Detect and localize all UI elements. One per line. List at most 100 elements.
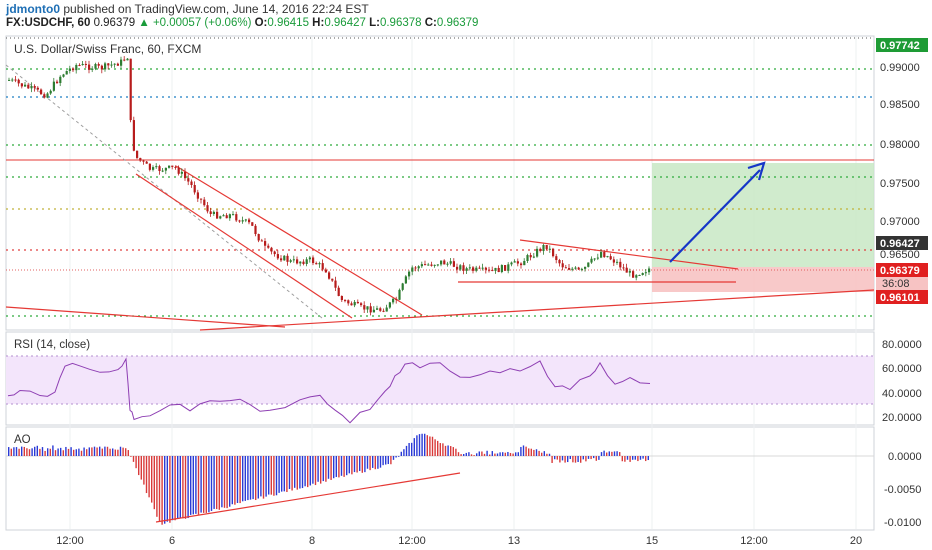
close-value: 0.96379 (436, 17, 479, 29)
symbol-label[interactable]: FX:USDCHF, 60 (6, 17, 91, 29)
candle (372, 306, 375, 313)
candle (350, 301, 353, 306)
candle (238, 219, 241, 223)
ao-bar (374, 456, 376, 470)
candle (382, 308, 385, 313)
candle (449, 258, 452, 266)
time-tick-7: 20 (850, 535, 862, 547)
ao-bar (223, 456, 226, 508)
candle (260, 238, 263, 242)
up-arrow-icon: ▲ (138, 17, 150, 29)
profit-zone[interactable] (652, 163, 874, 267)
ao-bar (249, 456, 252, 500)
triangle-upper[interactable] (519, 239, 739, 270)
rsi-tick-2: 40.0000 (882, 388, 922, 400)
candle (443, 259, 446, 265)
candle (577, 266, 580, 270)
ao-bar (47, 448, 49, 456)
ao-bar (205, 456, 207, 513)
ao-bar (13, 447, 15, 456)
ao-bar (546, 453, 548, 456)
ao-bar (190, 456, 192, 515)
ao-tick-0: 0.0000 (888, 451, 922, 463)
candle (625, 263, 628, 273)
projection-arrow[interactable] (669, 169, 761, 263)
candle (340, 295, 343, 302)
candle (267, 243, 270, 249)
ao-bar (83, 447, 85, 456)
candle (283, 254, 286, 261)
ao-bar (569, 456, 571, 460)
ao-pane[interactable] (5, 426, 875, 531)
candle (564, 264, 567, 269)
price-tick-5: 0.96500 (880, 249, 920, 261)
ao-bar (556, 456, 558, 460)
candle (30, 82, 33, 93)
ao-bar (117, 449, 119, 456)
ao-axis[interactable]: 0.0000 -0.0050 -0.0100 (884, 451, 922, 529)
grey-trendline[interactable] (5, 64, 323, 319)
candle (436, 264, 439, 267)
rsi-band (6, 356, 874, 404)
ao-bar (164, 456, 166, 524)
candle (11, 77, 14, 82)
ao-bar (130, 456, 132, 457)
candle (632, 270, 635, 278)
ao-bar (187, 456, 189, 519)
candle (158, 164, 161, 175)
candle (347, 299, 350, 306)
ao-bar (192, 456, 194, 515)
candle (308, 255, 311, 263)
ao-bar (426, 435, 428, 456)
time-axis[interactable]: 12:00 6 8 12:00 13 15 12:00 20 (56, 535, 862, 547)
ao-histogram[interactable] (8, 433, 649, 525)
rsi-axis[interactable]: 80.0000 60.0000 40.0000 20.0000 (882, 339, 922, 424)
candle (296, 256, 299, 265)
ao-bar (294, 456, 296, 488)
loss-zone[interactable] (652, 267, 874, 292)
candle (312, 255, 315, 266)
ao-bar (333, 456, 335, 479)
ao-bar (528, 448, 530, 456)
author-link[interactable]: jdmonto0 (6, 2, 60, 16)
ao-bar (429, 436, 431, 456)
candle (552, 247, 555, 258)
time-tick-1: 6 (169, 535, 175, 547)
ao-bar (572, 456, 574, 463)
candle (110, 61, 113, 68)
ao-bar (80, 450, 83, 456)
candle (168, 165, 171, 169)
ao-divergence-line[interactable] (155, 472, 461, 523)
price-tick-1: 0.98500 (880, 99, 920, 111)
support-line-left[interactable] (5, 306, 286, 328)
ao-bar (91, 447, 93, 456)
candle (558, 258, 561, 267)
ao-bar (197, 456, 200, 515)
candle (49, 89, 52, 95)
support-line-rising[interactable] (199, 289, 875, 331)
ao-bar (457, 452, 460, 456)
ao-bar (481, 451, 483, 456)
candle (328, 271, 331, 280)
candle (616, 259, 619, 265)
ao-bar (346, 456, 348, 476)
candle (417, 265, 420, 272)
ao-bar (322, 456, 324, 482)
channel-lower[interactable] (135, 173, 353, 319)
high-value: 0.96427 (324, 17, 366, 29)
ao-bar (507, 451, 509, 456)
ao-bar (28, 449, 31, 456)
ao-bar (231, 456, 233, 505)
candle (187, 174, 190, 186)
ao-bar (439, 443, 441, 456)
ao-bar (624, 456, 626, 462)
candlestick-series[interactable] (8, 56, 651, 316)
price-axis[interactable]: 0.99000 0.98500 0.98000 0.97500 0.97000 … (880, 62, 920, 261)
rsi-line[interactable] (7, 357, 651, 424)
channel-upper[interactable] (175, 165, 423, 316)
ao-bar (21, 446, 23, 456)
ao-bar (444, 445, 447, 456)
ao-bar (494, 453, 496, 456)
candle (94, 62, 97, 71)
